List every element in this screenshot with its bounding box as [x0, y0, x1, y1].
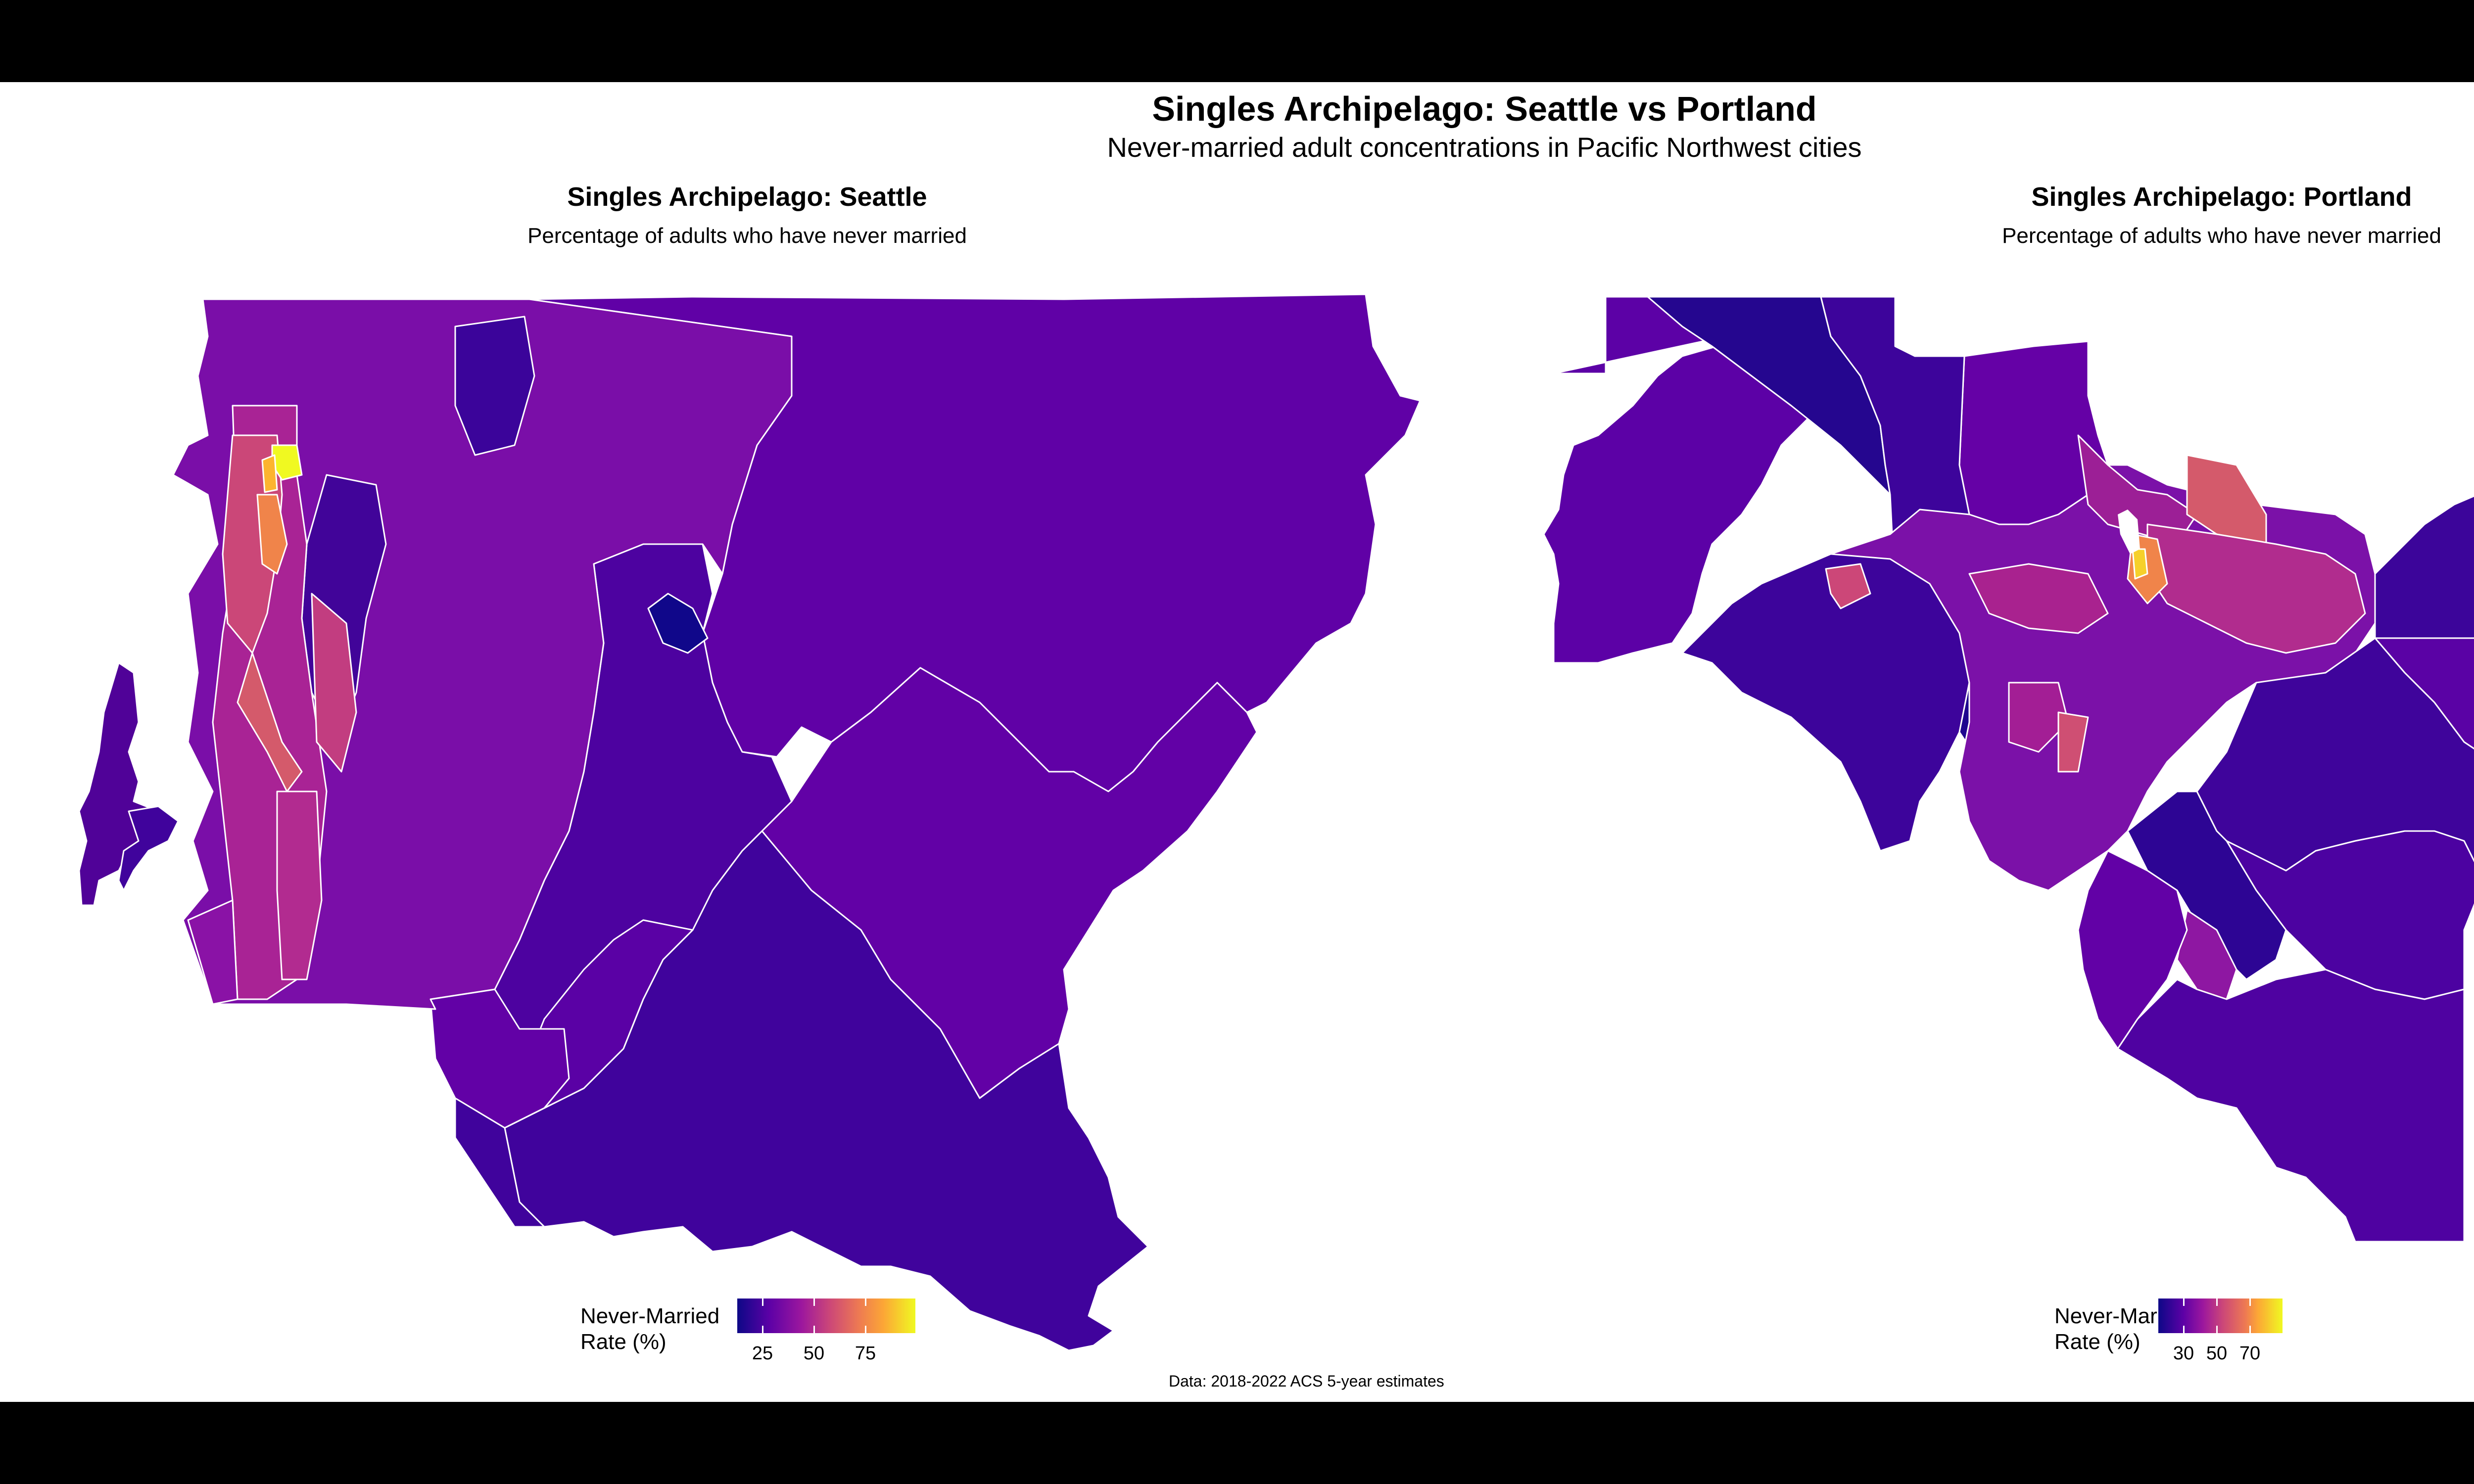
portland-region-southernmost [2117, 969, 2465, 1243]
portland-legend-label: 70 [2239, 1343, 2261, 1364]
seattle-legend-label: 75 [855, 1343, 876, 1364]
portland-urban-downtown-yellow [2132, 548, 2148, 580]
portland-region-east-gorge [2374, 495, 2474, 639]
portland-region-south-central [2226, 830, 2474, 1000]
portland-urban-southwest-magenta [2008, 682, 2069, 753]
seattle-region-lower-left [429, 988, 570, 1129]
portland-map-title: Singles Archipelago: Portland [2031, 182, 2412, 212]
seattle-legend-label: 50 [803, 1343, 825, 1364]
seattle-region-bottom-left-dark [454, 1097, 545, 1228]
seattle-choropleth-map [78, 293, 1421, 1351]
seattle-legend-tick [865, 1326, 866, 1333]
seattle-urban-south-magenta [276, 790, 323, 980]
seattle-urban-rainier-pink [311, 593, 357, 773]
seattle-vashon-island [78, 662, 169, 906]
seattle-legend-tick [813, 1298, 815, 1306]
portland-urban-beaverton-pink [1825, 563, 1871, 609]
portland-legend-colorbar [2158, 1298, 2283, 1333]
portland-urban-inner-east-magenta [2146, 523, 2366, 654]
seattle-map-subtitle: Percentage of adults who have never marr… [527, 224, 967, 248]
seattle-legend-tick [762, 1326, 763, 1333]
seattle-legend-title-line2: Rate (%) [580, 1330, 666, 1354]
portland-legend-tick [2249, 1298, 2251, 1306]
portland-urban-south-pink [2057, 711, 2089, 773]
portland-legend-tick [2216, 1326, 2218, 1333]
figure-title: Singles Archipelago: Seattle vs Portland [1152, 90, 1817, 128]
portland-legend-tick [2183, 1326, 2185, 1333]
seattle-urban-northeast-dark [454, 316, 535, 456]
seattle-caption: Data: 2018-2022 ACS 5-year estimates [1169, 1372, 1444, 1390]
portland-legend-tick [2183, 1298, 2185, 1306]
seattle-legend-tick [762, 1298, 763, 1306]
seattle-urban-southwest [187, 899, 238, 1005]
seattle-region-small-dark [647, 593, 709, 654]
portland-water-lake [2118, 510, 2140, 554]
seattle-legend-tick [813, 1326, 815, 1333]
portland-legend-title-line2: Rate (%) [2054, 1330, 2141, 1354]
seattle-legend-tick [865, 1298, 866, 1306]
seattle-urban-capitol-hill-orange [256, 494, 288, 575]
portland-legend-label: 30 [2173, 1343, 2194, 1364]
figure-subtitle: Never-married adult concentrations in Pa… [1107, 132, 1862, 163]
portland-legend-label: 50 [2206, 1343, 2228, 1364]
portland-urban-west-magenta [1968, 563, 2109, 634]
seattle-legend-label: 25 [752, 1343, 773, 1364]
seattle-legend-colorbar [737, 1298, 915, 1333]
portland-legend-tick [2249, 1326, 2251, 1333]
seattle-urban-udistrict-orange [261, 454, 278, 493]
seattle-legend-title-line1: Never-Married [580, 1304, 720, 1328]
portland-legend-tick [2216, 1298, 2218, 1306]
seattle-map-title: Singles Archipelago: Seattle [567, 182, 927, 212]
portland-map-subtitle: Percentage of adults who have never marr… [2002, 224, 2441, 248]
seattle-maury-island [118, 805, 179, 891]
